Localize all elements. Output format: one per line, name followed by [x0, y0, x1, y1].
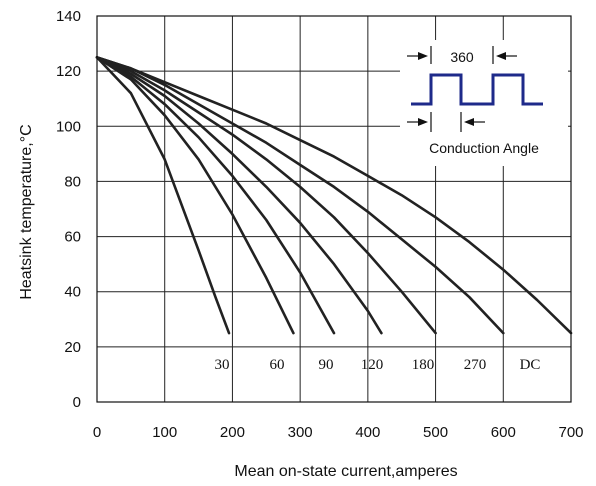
curve-label-120: 120: [361, 357, 384, 373]
series-curve-30: [95, 56, 231, 335]
y-axis-title: Heatsink temperature,°C: [18, 124, 35, 299]
curve-label-270: 270: [464, 357, 487, 373]
curve-label-60: 60: [270, 357, 285, 373]
conduction-arrow-left: [418, 118, 428, 126]
curves: [95, 56, 573, 335]
curve-labels: 30 60 90 120 180 270 DC: [215, 357, 541, 373]
x-tick-label: 200: [220, 424, 245, 441]
y-axis-ticks: 0 20 40 60 80 100 120 140: [56, 8, 81, 411]
x-tick-label: 500: [423, 424, 448, 441]
y-tick-label: 20: [64, 339, 81, 356]
y-tick-label: 140: [56, 8, 81, 25]
series-curve-60: [95, 56, 295, 335]
period-arrow-right: [496, 52, 506, 60]
x-tick-label: 300: [288, 424, 313, 441]
y-tick-label: 120: [56, 63, 81, 80]
y-tick-label: 100: [56, 118, 81, 135]
curve-label-180: 180: [412, 357, 435, 373]
y-tick-label: 0: [73, 394, 81, 411]
curve-label-dc: DC: [520, 357, 541, 373]
curve-label-30: 30: [215, 357, 230, 373]
conduction-angle-inset: 360 Conduction Angle: [400, 40, 568, 166]
period-arrow-left: [418, 52, 428, 60]
curve-label-90: 90: [319, 357, 334, 373]
x-axis-ticks: 0 100 200 300 400 500 600 700: [93, 424, 584, 441]
plot-frame: [96, 15, 572, 403]
series-curve-270: [95, 56, 505, 335]
series-curve-120: [95, 56, 383, 335]
conduction-angle-caption: Conduction Angle: [429, 140, 539, 156]
pulse-waveform: [411, 73, 543, 106]
conduction-arrow-right: [464, 118, 474, 126]
x-tick-label: 0: [93, 424, 101, 441]
x-axis-title: Mean on-state current,amperes: [234, 463, 457, 480]
y-tick-label: 40: [64, 284, 81, 301]
x-tick-label: 100: [152, 424, 177, 441]
x-tick-label: 400: [355, 424, 380, 441]
series-curve-90: [95, 56, 336, 335]
series-curve-180: [95, 56, 437, 335]
x-tick-label: 600: [491, 424, 516, 441]
x-tick-label: 700: [558, 424, 583, 441]
y-tick-label: 60: [64, 229, 81, 246]
y-tick-label: 80: [64, 173, 81, 190]
series-curve-dc: [95, 56, 573, 335]
period-label: 360: [450, 49, 474, 65]
